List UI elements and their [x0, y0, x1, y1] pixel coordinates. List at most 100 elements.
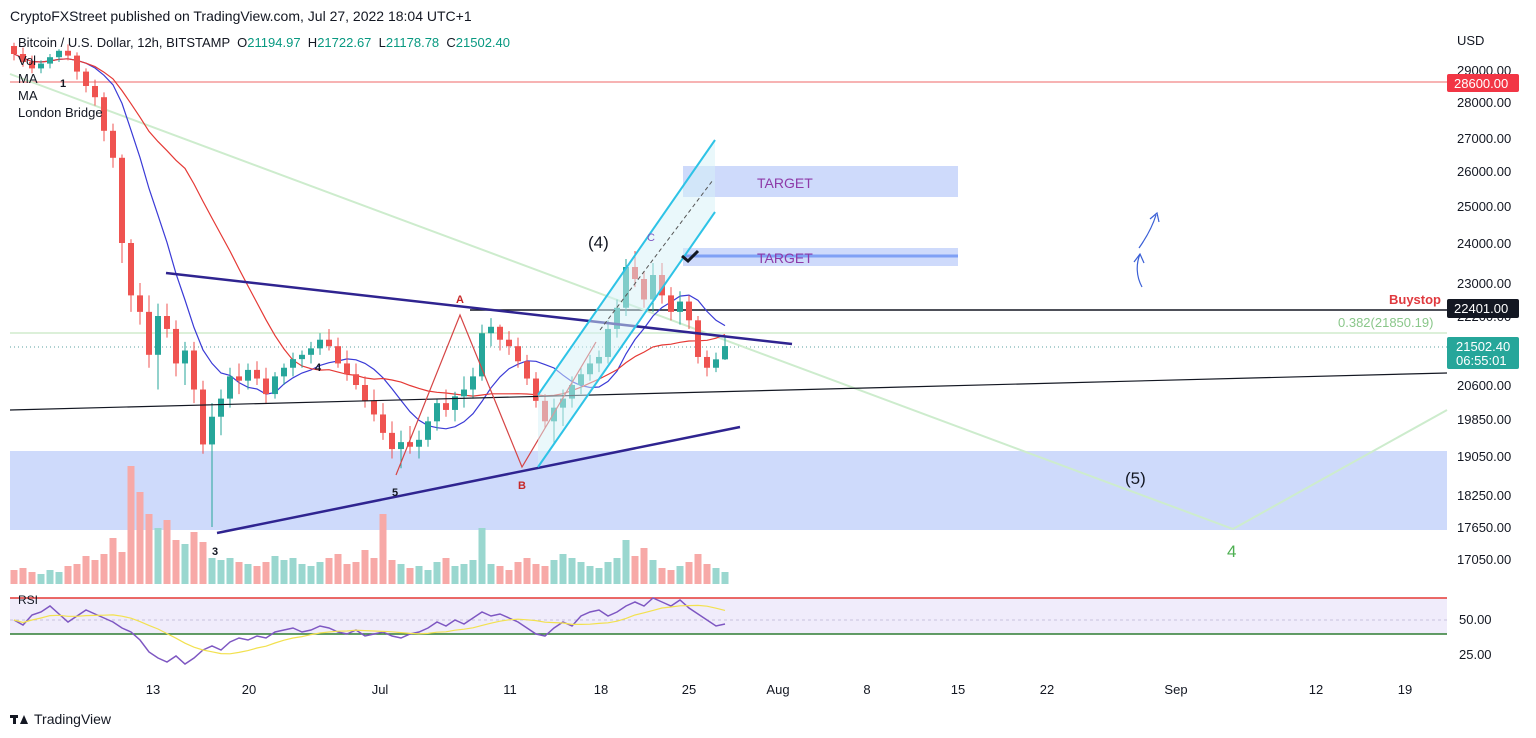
- y-tick-label: 26000.00: [1457, 164, 1511, 179]
- volume-bar: [667, 570, 675, 584]
- price-badge-22401-text: 22401.00: [1454, 301, 1508, 316]
- volume-bar: [361, 550, 369, 584]
- candle-body: [434, 403, 440, 422]
- volume-bar: [424, 570, 432, 584]
- candle-body: [353, 374, 359, 385]
- candle-body: [20, 54, 26, 62]
- candle-body: [92, 86, 98, 98]
- candle-body: [722, 346, 728, 360]
- candle-body: [677, 301, 683, 312]
- wave-label-5-major: (5): [1125, 469, 1146, 488]
- high-label: H: [307, 35, 318, 50]
- candle-body: [218, 398, 224, 417]
- price-badge-last-text: 21502.40: [1456, 339, 1510, 354]
- volume-bar: [109, 538, 117, 584]
- volume-bar: [55, 572, 63, 584]
- volume-bar: [559, 554, 567, 584]
- volume-bar: [433, 562, 441, 584]
- volume-bar: [406, 568, 414, 584]
- volume-bar: [100, 554, 108, 584]
- candle-body: [173, 328, 179, 364]
- triangle-upper-line: [165, 271, 793, 346]
- candle-body: [56, 50, 62, 58]
- rsi-ma-line: [13, 604, 726, 655]
- publisher-header: CryptoFXStreet published on TradingView.…: [10, 8, 472, 24]
- volume-bar: [379, 514, 387, 584]
- x-tick-label: 19: [1398, 682, 1412, 697]
- volume-bar: [298, 564, 306, 584]
- y-tick-label: 24000.00: [1457, 236, 1511, 251]
- tradingview-logo-icon: [10, 713, 28, 725]
- volume-bar: [307, 566, 315, 584]
- x-tick-label: Sep: [1164, 682, 1187, 697]
- candle-body: [128, 243, 134, 296]
- volume-bar: [604, 562, 612, 584]
- candle-body: [272, 376, 278, 395]
- volume-bar: [10, 570, 18, 584]
- candle-body: [497, 326, 503, 340]
- indicator-vol[interactable]: Vol: [18, 53, 37, 68]
- volume-bar: [613, 558, 621, 584]
- volume-bar: [595, 568, 603, 584]
- volume-bar: [271, 556, 279, 584]
- volume-bar: [118, 552, 126, 584]
- price-badge-28600: [1447, 74, 1519, 92]
- symbol-legend: Bitcoin / U.S. Dollar, 12h, BITSTAMP O21…: [18, 35, 510, 50]
- volume-bar: [154, 528, 162, 584]
- volume-bar: [289, 558, 297, 584]
- candle-body: [83, 71, 89, 86]
- volume-bar: [640, 548, 648, 584]
- indicator-london-bridge[interactable]: London Bridge: [18, 105, 103, 120]
- candle-body: [695, 320, 701, 357]
- candle-body: [245, 369, 251, 381]
- volume-bar: [622, 540, 630, 584]
- y-tick-label: 18250.00: [1457, 488, 1511, 503]
- volume-bar: [172, 540, 180, 584]
- volume-bar: [127, 466, 135, 584]
- fib-label: 0.382(21850.19): [1338, 315, 1433, 330]
- candle-body: [371, 400, 377, 415]
- volume-bar: [19, 568, 27, 584]
- candle-body: [461, 389, 467, 397]
- projection-dashed-line: [599, 179, 714, 331]
- candle-body: [29, 62, 35, 69]
- volume-bar: [352, 562, 360, 584]
- volume-bar: [541, 566, 549, 584]
- price-badge-countdown-text: 06:55:01: [1456, 353, 1507, 368]
- indicator-ma-1[interactable]: MA: [18, 71, 38, 86]
- up-arrow-head-icon: [1133, 252, 1145, 264]
- london-bridge-line: [9, 372, 1448, 411]
- candle-body: [335, 346, 341, 364]
- x-tick-label: 25: [682, 682, 696, 697]
- rsi-tick-label: 50.00: [1459, 612, 1492, 627]
- open-value: 21194.97: [247, 35, 301, 50]
- volume-bar: [163, 520, 171, 584]
- channel-upper-line: [537, 139, 716, 396]
- low-label: L: [378, 35, 386, 50]
- volume-bar: [577, 562, 585, 584]
- candle-body: [317, 339, 323, 349]
- wave-label-b: B: [518, 480, 526, 492]
- wave-label-4-major: (4): [588, 233, 609, 252]
- rsi-label: RSI: [18, 593, 38, 607]
- volume-bar: [550, 560, 558, 584]
- indicator-ma-2[interactable]: MA: [18, 88, 38, 103]
- wave-label-a: A: [456, 294, 464, 306]
- x-tick-label: Aug: [766, 682, 789, 697]
- candle-body: [236, 376, 242, 381]
- y-tick-label: 28000.00: [1457, 95, 1511, 110]
- x-tick-label: 8: [863, 682, 870, 697]
- wave-label-c: C: [647, 232, 655, 244]
- tradingview-logo: TradingView: [10, 711, 111, 727]
- candle-body: [38, 63, 44, 69]
- volume-bar: [262, 562, 270, 584]
- candle-body: [11, 46, 17, 54]
- up-arrow-head-icon: [1149, 211, 1160, 223]
- candle-body: [146, 311, 152, 355]
- candle-body: [533, 378, 539, 401]
- y-tick-label: 17050.00: [1457, 552, 1511, 567]
- buystop-label: Buystop: [1389, 292, 1441, 307]
- candle-body: [101, 97, 107, 131]
- close-value: 21502.40: [455, 35, 511, 50]
